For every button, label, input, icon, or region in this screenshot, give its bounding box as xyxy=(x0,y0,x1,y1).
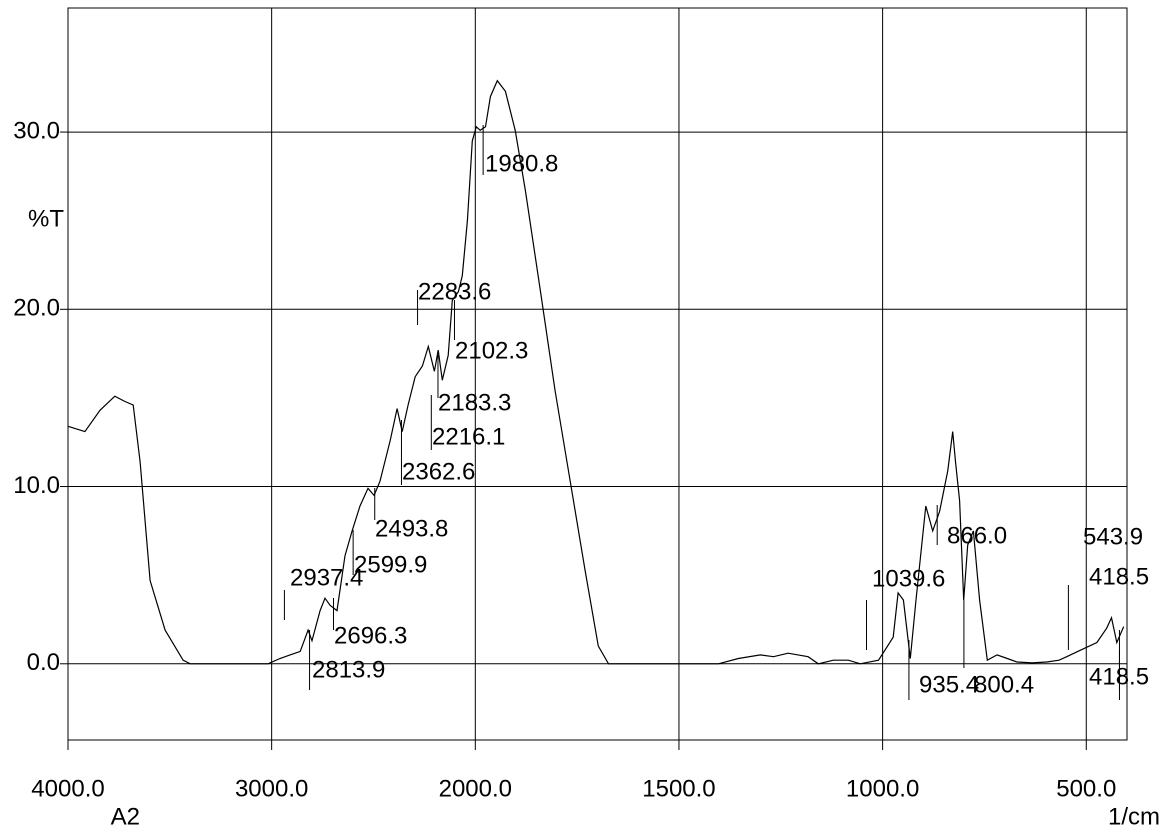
plot-frame xyxy=(67,7,1128,741)
peak-label: 2599.9 xyxy=(354,551,427,578)
peak-label: 2937.4 xyxy=(290,564,363,591)
x-axis-label: 1/cm xyxy=(1108,803,1160,830)
peak-label: 2813.9 xyxy=(312,656,385,683)
peak-label: 866.0 xyxy=(947,522,1007,549)
x-tick-label: 2000.0 xyxy=(439,775,512,802)
spectrum-line xyxy=(67,79,1125,665)
sample-label: A2 xyxy=(111,803,140,830)
peak-label: 2183.3 xyxy=(438,389,511,416)
peak-label: 1039.6 xyxy=(872,565,945,592)
y-tick-label: 0.0 xyxy=(27,649,60,676)
y-tick-label: 10.0 xyxy=(13,472,60,499)
y-tick-label: 30.0 xyxy=(13,117,60,144)
peak-label: 2216.1 xyxy=(432,423,505,450)
y-axis-label: %T xyxy=(28,205,64,232)
peak-label: 418.5 xyxy=(1089,663,1149,690)
x-tick-label: 4000.0 xyxy=(31,775,104,802)
y-tick-label: 20.0 xyxy=(13,295,60,322)
x-tick-label: 1500.0 xyxy=(642,775,715,802)
peak-label: 1980.8 xyxy=(485,150,558,177)
x-tick-label: 500.0 xyxy=(1056,775,1116,802)
peak-label: 935.4 xyxy=(919,671,979,698)
peak-label: 543.9 xyxy=(1083,523,1143,550)
peak-label: 2362.6 xyxy=(402,458,475,485)
peak-label: 800.4 xyxy=(974,671,1034,698)
peak-label: 2696.3 xyxy=(334,622,407,649)
peak-label: 2102.3 xyxy=(455,337,528,364)
x-tick-label: 1000.0 xyxy=(846,775,919,802)
peak-label: 418.5 xyxy=(1089,563,1149,590)
peak-label: 2493.8 xyxy=(375,515,448,542)
x-tick-label: 3000.0 xyxy=(235,775,308,802)
